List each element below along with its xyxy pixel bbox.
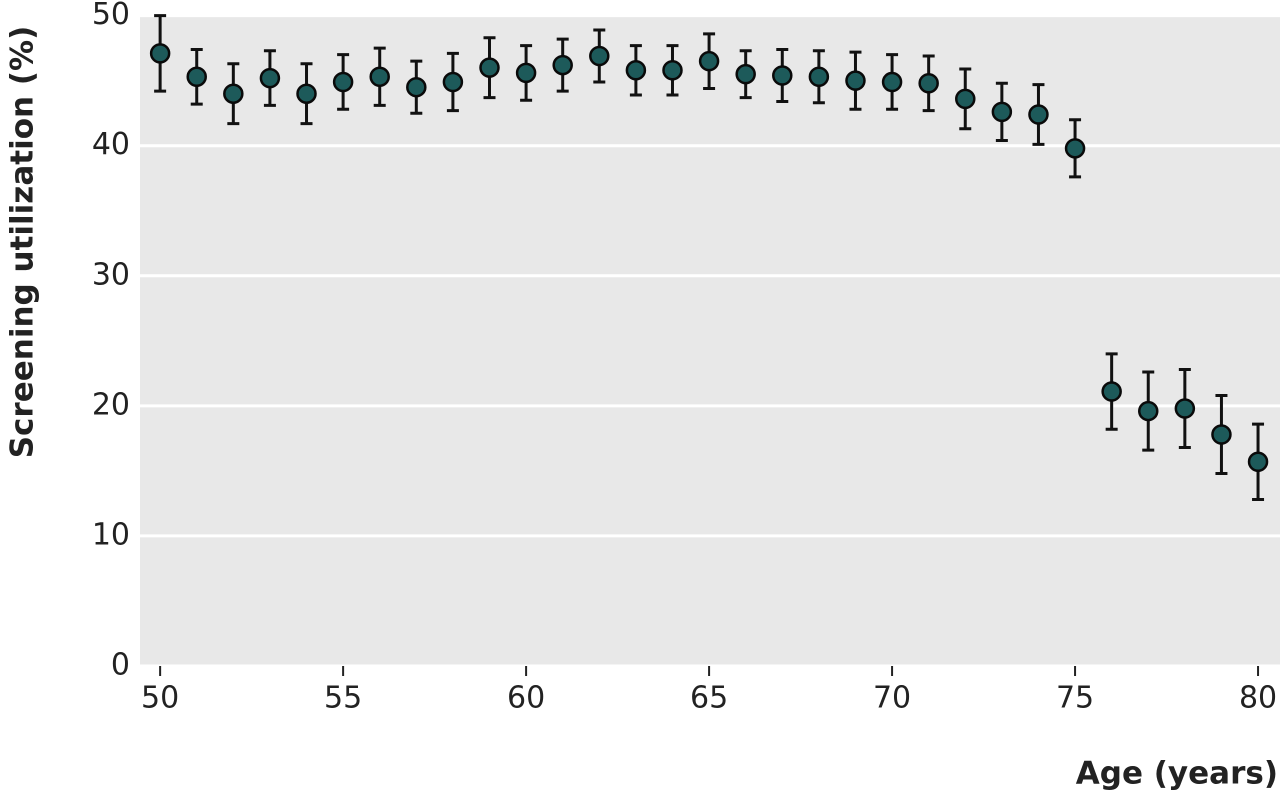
point — [845, 70, 866, 91]
point — [442, 71, 464, 93]
y-axis-label: Screening utilization (%) — [5, 26, 41, 459]
point — [186, 66, 207, 88]
point — [662, 60, 683, 81]
point — [479, 57, 500, 78]
point — [332, 71, 354, 93]
point — [625, 60, 647, 81]
x-tick-label: 75 — [1056, 681, 1094, 716]
point — [955, 88, 976, 110]
point — [1174, 398, 1196, 419]
point — [735, 63, 756, 85]
y-tick-label: 10 — [92, 517, 130, 552]
y-tick-label: 50 — [92, 0, 130, 32]
point — [223, 83, 244, 104]
point — [772, 65, 793, 86]
y-tick-label: 20 — [92, 387, 130, 422]
y-tick-label: 40 — [92, 127, 130, 162]
point — [369, 66, 390, 88]
point — [515, 62, 537, 84]
point — [698, 50, 720, 72]
point — [406, 76, 427, 98]
plot-background — [140, 15, 1280, 666]
x-tick-label: 80 — [1239, 681, 1277, 716]
point — [259, 67, 281, 89]
x-tick-label: 70 — [873, 681, 911, 716]
y-tick-label: 30 — [92, 257, 130, 292]
point — [589, 45, 610, 67]
point — [1247, 451, 1269, 473]
point — [991, 101, 1013, 123]
point — [149, 43, 171, 64]
point — [881, 71, 903, 93]
point — [1028, 104, 1049, 125]
x-axis-label: Age (years) — [1076, 756, 1278, 792]
point — [808, 66, 830, 88]
x-tick-label: 50 — [141, 681, 179, 716]
point — [296, 83, 317, 104]
x-tick-label: 55 — [324, 681, 362, 716]
point — [1101, 381, 1122, 402]
x-tick-label: 60 — [507, 681, 545, 716]
point — [1138, 400, 1159, 422]
y-tick-label: 0 — [111, 648, 130, 683]
point — [1064, 138, 1086, 159]
point — [552, 54, 573, 76]
point — [1211, 424, 1232, 445]
x-tick-label: 65 — [690, 681, 728, 716]
point — [918, 73, 939, 94]
